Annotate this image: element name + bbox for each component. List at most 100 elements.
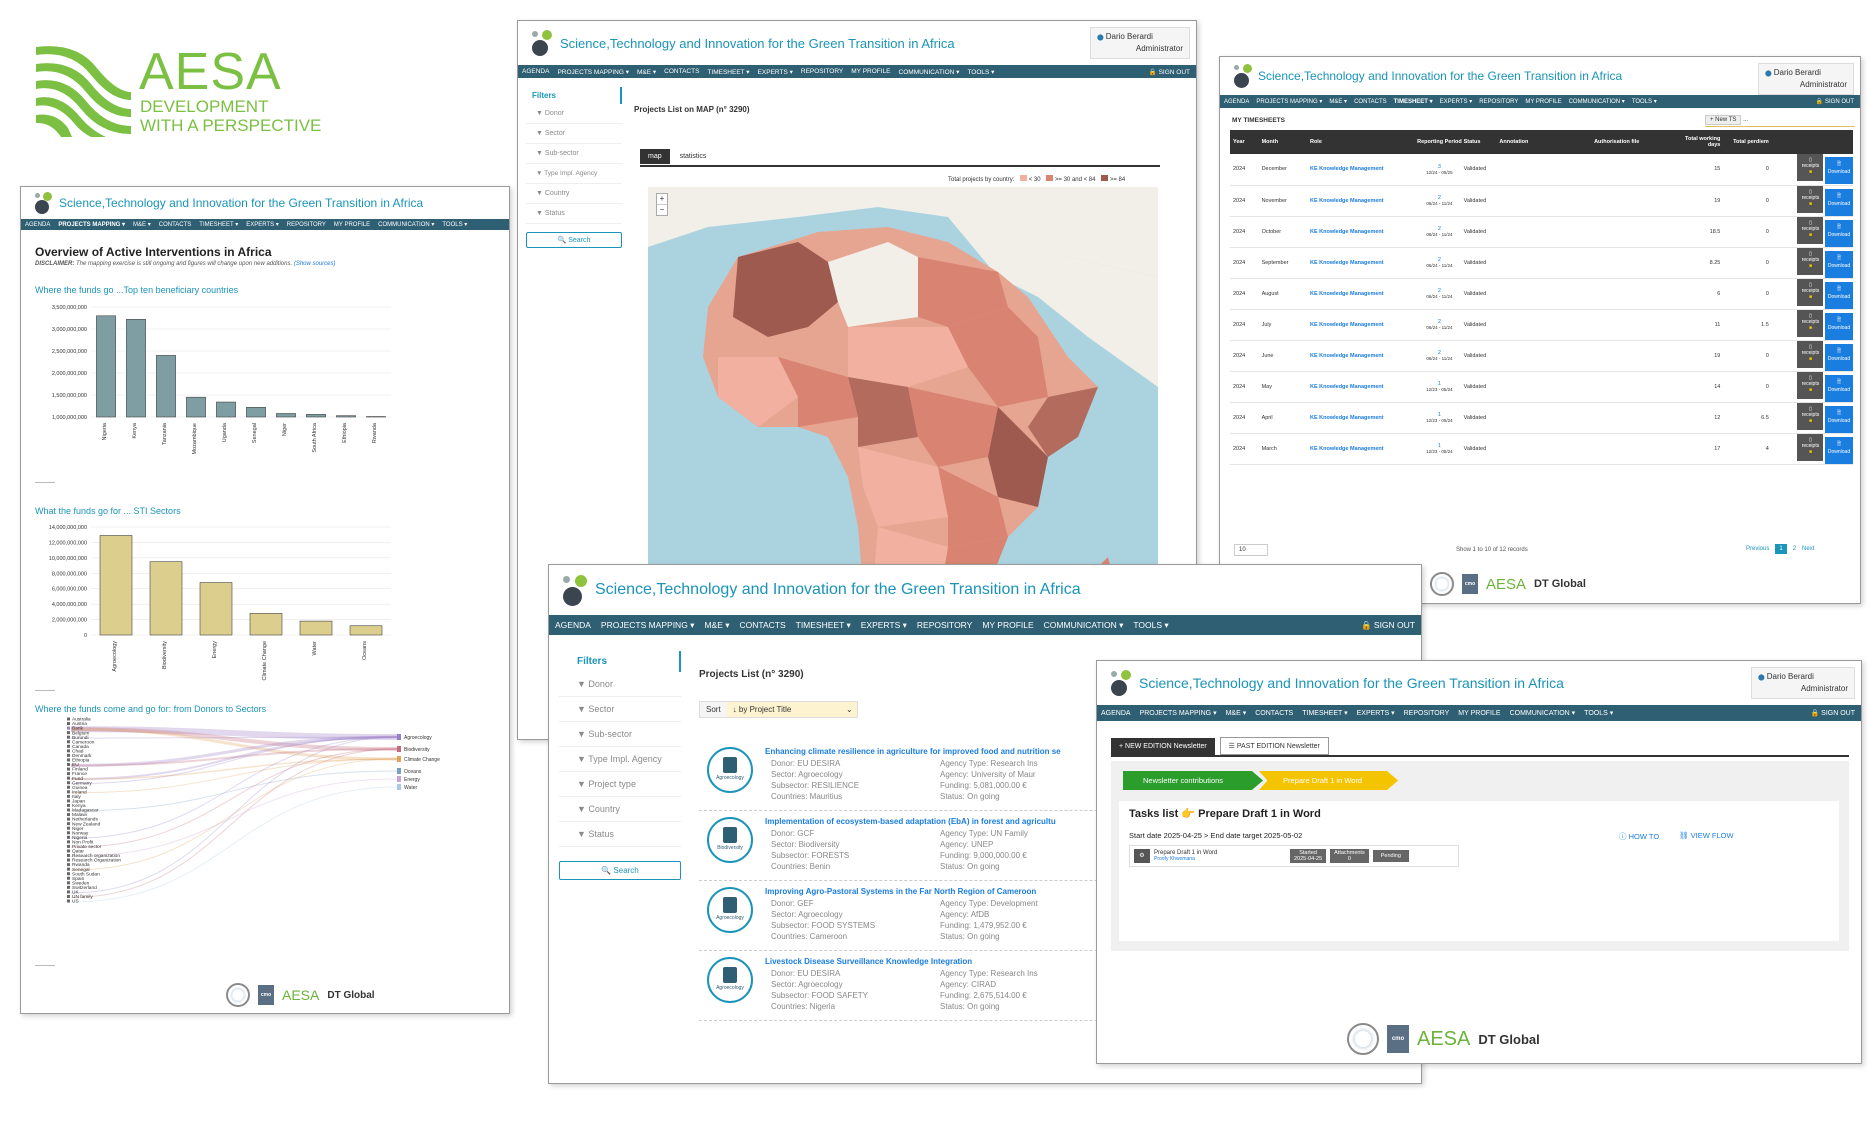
cell-role[interactable]: KE Knowledge Management [1309, 185, 1416, 217]
tab-map[interactable]: map [640, 149, 670, 164]
nav-me[interactable]: M&E ▾ [1225, 710, 1247, 717]
sankey-node[interactable] [67, 776, 70, 780]
nav-projects-mapping[interactable]: PROJECTS MAPPING ▾ [58, 222, 126, 228]
project-item[interactable]: Biodiversity Implementation of ecosystem-… [699, 811, 1421, 881]
sankey-node[interactable] [67, 767, 70, 771]
pager-page-2[interactable]: 2 [1792, 546, 1797, 552]
tab-statistics[interactable]: statistics [679, 153, 707, 160]
filter-project-type[interactable]: ▼ Project type [559, 772, 681, 797]
filter-country[interactable]: ▼ Country [559, 797, 681, 822]
download-button[interactable]: 🗎 Download [1825, 157, 1853, 185]
bar[interactable] [246, 407, 266, 418]
sankey-node[interactable] [67, 744, 70, 748]
nav-communication[interactable]: COMMUNICATION ▾ [378, 222, 435, 228]
period-number[interactable]: 2 [1437, 257, 1441, 263]
receipts-button[interactable]: ▯ receipts ■ [1797, 309, 1824, 337]
bar[interactable] [99, 535, 133, 636]
bar[interactable] [216, 401, 236, 418]
period-number[interactable]: 2 [1437, 319, 1441, 325]
sankey-node[interactable] [67, 731, 70, 735]
cell-role[interactable]: KE Knowledge Management [1309, 309, 1416, 341]
sort-select[interactable]: ↓ by Project Title ⌄ [726, 702, 857, 717]
sankey-node[interactable] [67, 763, 70, 766]
receipts-button[interactable]: ▯ receipts ■ [1797, 247, 1824, 275]
filter-type-agency[interactable]: ▼ Type Impl. Agency [559, 747, 681, 772]
bar[interactable] [306, 414, 326, 418]
period-number[interactable]: 1 [1437, 381, 1441, 387]
project-item[interactable]: Agroecology Livestock Disease Surveillanc… [699, 951, 1421, 1021]
period-number[interactable]: 1 [1437, 412, 1441, 418]
period-number[interactable]: 3 [1437, 163, 1441, 170]
nav-tools[interactable]: TOOLS ▾ [1133, 619, 1169, 630]
pager-previous[interactable]: Previous [1746, 546, 1770, 552]
sankey-node[interactable] [67, 867, 70, 871]
sankey-node[interactable] [67, 876, 70, 880]
nav-projects-mapping[interactable]: PROJECTS MAPPING ▾ [557, 68, 629, 76]
sankey-node[interactable] [67, 831, 70, 835]
bar[interactable] [299, 620, 333, 636]
cell-role[interactable]: KE Knowledge Management [1309, 154, 1416, 186]
nav-contacts[interactable]: CONTACTS [739, 620, 786, 630]
sign-out-button[interactable]: 🔒 SIGN OUT [1148, 68, 1190, 76]
nav-me[interactable]: M&E ▾ [1329, 99, 1348, 105]
pager-page-1[interactable]: 1 [1775, 544, 1787, 554]
receipts-button[interactable]: ▯ receipts ■ [1797, 216, 1824, 244]
step-newsletter-contributions[interactable]: Newsletter contributions [1123, 771, 1264, 790]
cell-role[interactable]: KE Knowledge Management [1309, 340, 1416, 372]
bar[interactable] [336, 415, 356, 418]
download-button[interactable]: 🗎 Download [1825, 374, 1853, 402]
zoom-out-button[interactable]: − [659, 205, 665, 214]
cell-role[interactable]: KE Knowledge Management [1309, 433, 1416, 465]
filter-status[interactable]: ▼ Status [559, 822, 681, 847]
receipts-button[interactable]: ▯ receipts ■ [1797, 154, 1824, 182]
receipts-button[interactable]: ▯ receipts ■ [1797, 402, 1824, 430]
nav-timesheet[interactable]: TIMESHEET ▾ [1393, 99, 1433, 105]
nav-agenda[interactable]: AGENDA [1224, 98, 1250, 105]
sankey-node[interactable] [67, 844, 70, 848]
nav-projects-mapping[interactable]: PROJECTS MAPPING ▾ [1256, 99, 1323, 105]
receipts-button[interactable]: ▯ receipts ■ [1797, 433, 1824, 461]
filter-donor[interactable]: ▼ Donor [559, 672, 681, 697]
tab-past-edition[interactable]: ☰ PAST EDITION Newsletter [1219, 737, 1329, 755]
nav-experts[interactable]: EXPERTS ▾ [246, 222, 279, 228]
nav-repository[interactable]: REPOSITORY [1403, 709, 1450, 717]
user-box[interactable]: Dario Berardi Administrator [1090, 27, 1190, 59]
step-prepare-draft[interactable]: Prepare Draft 1 in Word [1259, 771, 1399, 790]
sankey-node[interactable] [67, 872, 70, 876]
bar[interactable] [126, 319, 146, 418]
nav-communication[interactable]: COMMUNICATION ▾ [898, 68, 960, 76]
nav-agenda[interactable]: AGENDA [1101, 709, 1131, 717]
period-number[interactable]: 1 [1437, 443, 1441, 449]
task-user[interactable]: Proofy Khwomana [1154, 856, 1195, 862]
bar[interactable] [186, 396, 206, 418]
receipts-button[interactable]: ▯ receipts ■ [1797, 340, 1824, 368]
nav-timesheet[interactable]: TIMESHEET ▾ [795, 619, 851, 630]
sankey-node[interactable] [67, 785, 70, 789]
project-item[interactable]: Agroecology Enhancing climate resilience … [699, 741, 1421, 811]
sankey-node[interactable] [397, 776, 401, 782]
sign-out-button[interactable]: 🔒 SIGN OUT [1815, 99, 1854, 105]
nav-contacts[interactable]: CONTACTS [664, 68, 700, 75]
nav-agenda[interactable]: AGENDA [25, 221, 51, 228]
sign-out-button[interactable]: 🔒 SIGN OUT [1360, 619, 1415, 630]
sankey-node[interactable] [67, 894, 70, 898]
sankey-node[interactable] [397, 768, 401, 774]
nav-my-profile[interactable]: MY PROFILE [1525, 98, 1562, 105]
sankey-node[interactable] [67, 808, 70, 812]
period-number[interactable]: 2 [1437, 195, 1441, 201]
nav-experts[interactable]: EXPERTS ▾ [757, 68, 793, 76]
sankey-node[interactable] [67, 722, 70, 726]
receipts-button[interactable]: ▯ receipts ■ [1797, 371, 1824, 399]
sankey-node[interactable] [67, 890, 70, 894]
filter-sub-sector[interactable]: ▼ Sub-sector [526, 144, 622, 164]
download-button[interactable]: 🗎 Download [1825, 312, 1853, 340]
nav-experts[interactable]: EXPERTS ▾ [860, 619, 907, 630]
how-to-link[interactable]: ⓘ HOW TO [1619, 832, 1660, 841]
receipts-button[interactable]: ▯ receipts ■ [1797, 185, 1824, 213]
bar[interactable] [149, 561, 183, 636]
filter-donor[interactable]: ▼ Donor [526, 104, 622, 124]
nav-timesheet[interactable]: TIMESHEET ▾ [199, 222, 239, 228]
sankey-node[interactable] [67, 740, 70, 744]
project-title[interactable]: Implementation of ecosystem-based adapta… [765, 817, 1056, 826]
download-button[interactable]: 🗎 Download [1825, 219, 1853, 247]
